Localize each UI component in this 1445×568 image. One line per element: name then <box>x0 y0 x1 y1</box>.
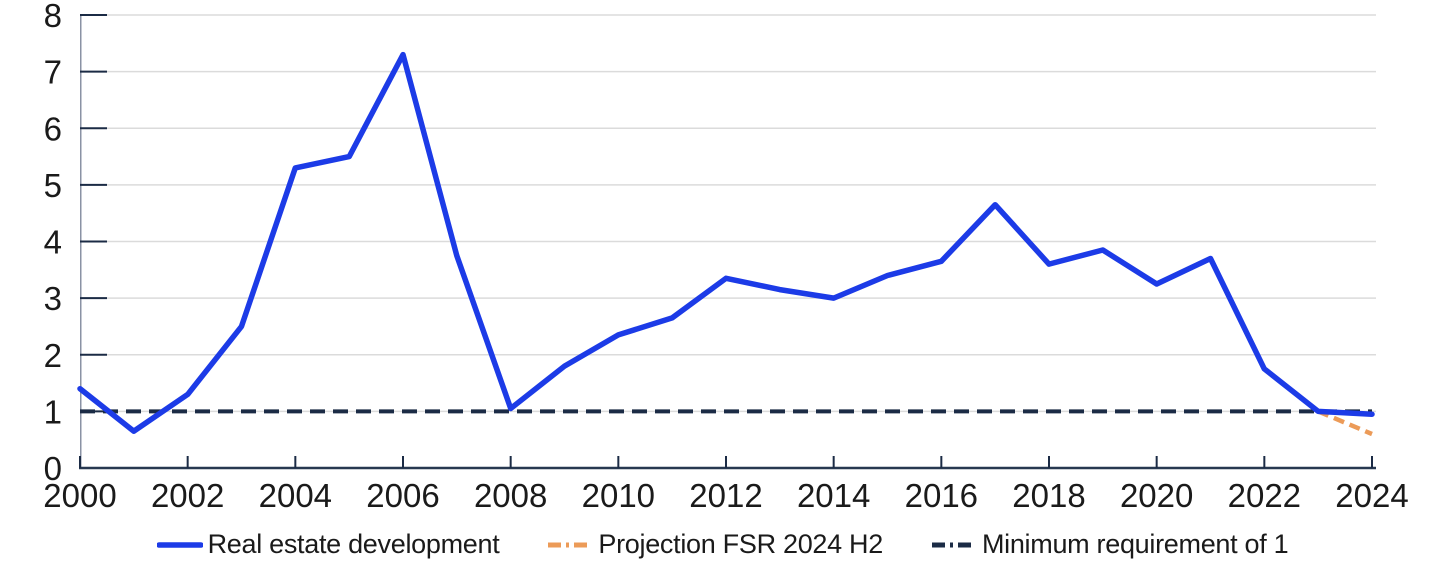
legend-dashed-line-sample <box>931 542 976 548</box>
legend-item-minimum-requirement-of-1: Minimum requirement of 1 <box>931 528 1289 560</box>
x-tick-label: 2000 <box>43 477 116 514</box>
y-tick-label: 7 <box>44 54 62 91</box>
legend-label: Real estate development <box>207 528 500 559</box>
y-tick-label: 4 <box>44 224 62 261</box>
x-tick-label: 2022 <box>1228 477 1301 514</box>
legend-label: Minimum requirement of 1 <box>981 528 1289 559</box>
y-tick-label: 0 <box>44 450 62 487</box>
y-tick-label: 8 <box>44 0 62 34</box>
x-tick-label: 2008 <box>474 477 547 514</box>
x-tick-label: 2014 <box>797 477 870 514</box>
y-tick-label: 1 <box>44 393 62 430</box>
legend-item-projection-fsr-2024-h2: Projection FSR 2024 H2 <box>547 528 883 560</box>
y-axis-labels: 0 1 2 3 4 5 6 7 8 <box>44 0 62 487</box>
x-tick-label: 2018 <box>1012 477 1085 514</box>
legend-solid-line-sample <box>156 542 203 548</box>
x-tick-label: 2002 <box>151 477 224 514</box>
x-tick-label: 2004 <box>259 477 332 514</box>
series-line-real-estate-development <box>77 51 1375 434</box>
y-tick-label: 3 <box>44 280 62 317</box>
x-tick-label: 2020 <box>1120 477 1193 514</box>
y-tick-label: 5 <box>44 167 62 204</box>
x-tick-label: 2012 <box>689 477 762 514</box>
y-tick-label: 6 <box>44 110 62 147</box>
x-tick-label: 2016 <box>905 477 978 514</box>
gridlines <box>80 14 1376 413</box>
x-axis-ticks <box>79 456 1373 468</box>
line-chart-canvas: 0 1 2 3 4 5 6 7 8 2000 2002 2004 2006 2008 2010 2012 201… <box>43 0 1408 514</box>
x-tick-label: 2006 <box>366 477 439 514</box>
x-tick-label: 2010 <box>582 477 655 514</box>
x-axis-labels: 2000 2002 2004 2006 2008 2010 2012 2014 2016 2018… <box>43 477 1408 514</box>
y-tick-label: 2 <box>44 337 62 374</box>
legend-label: Projection FSR 2024 H2 <box>598 528 883 559</box>
series-line-projection-fsr-2024-h2 <box>1317 409 1373 437</box>
legend-item-real-estate-development: Real estate development <box>156 528 500 560</box>
x-tick-label: 2024 <box>1335 477 1408 514</box>
chart-legend: Real estate development Projection FSR 2… <box>0 526 1445 564</box>
legend-dashed-line-sample <box>548 542 593 548</box>
